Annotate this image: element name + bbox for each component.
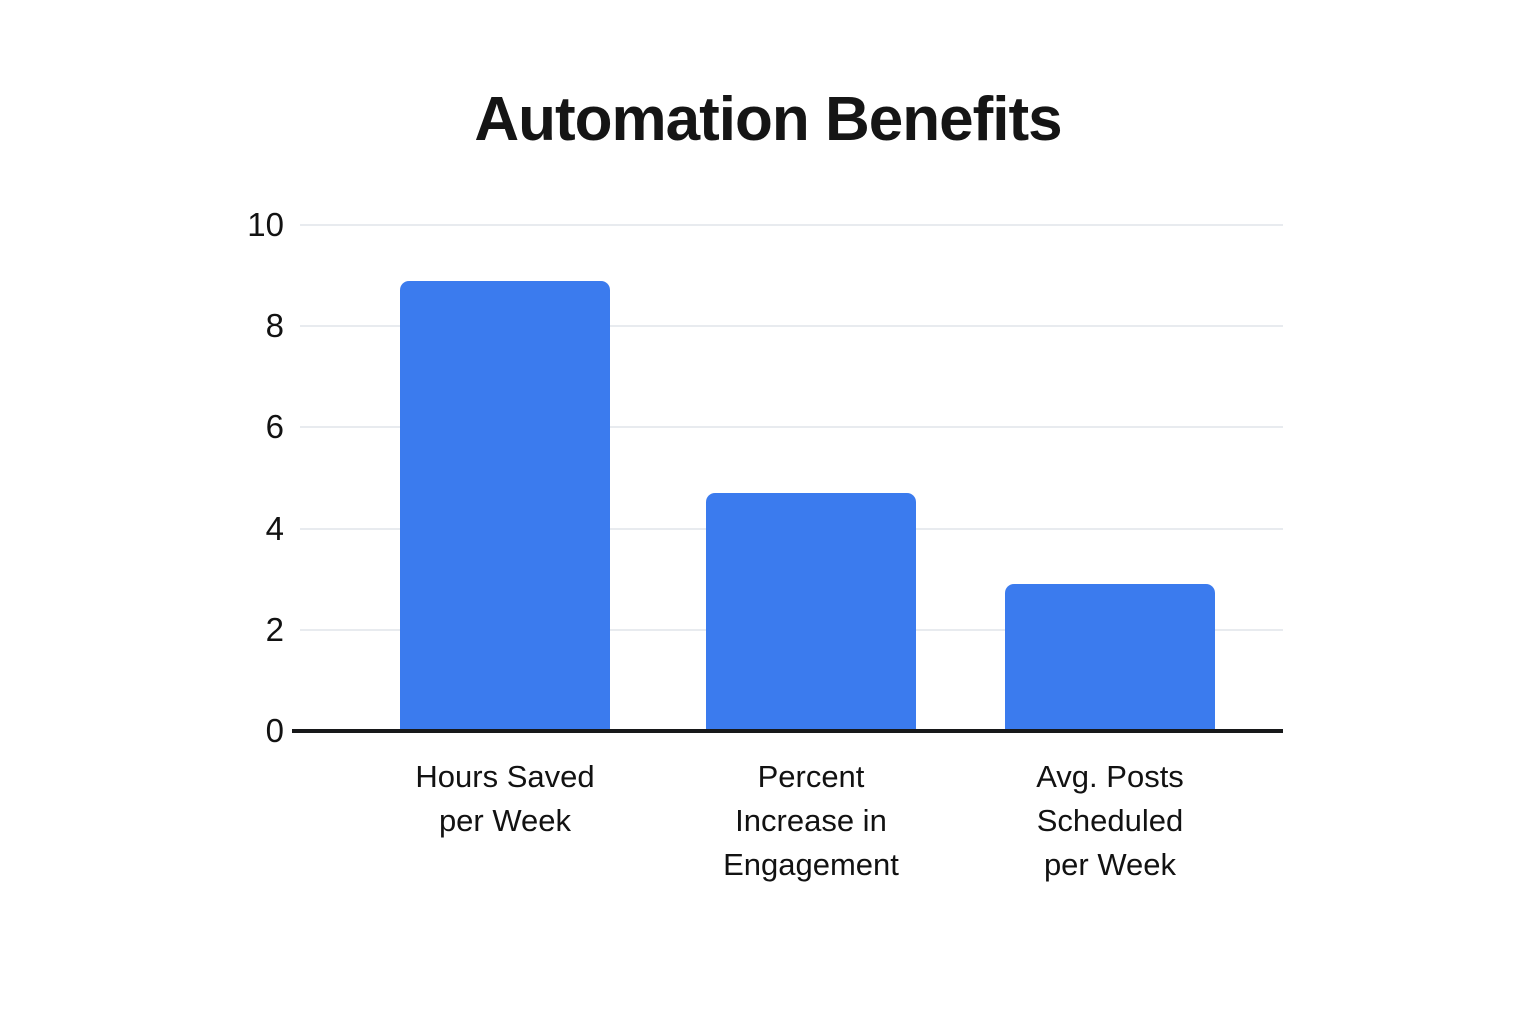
x-category-label: Hours Saved per Week (415, 759, 595, 838)
x-category-label: Percent Increase in Engagement (723, 759, 899, 882)
y-tick-label: 6 (265, 408, 284, 446)
y-tick-label: 2 (265, 610, 284, 648)
x-axis-line (292, 729, 1283, 733)
y-tick-label: 4 (265, 509, 284, 547)
y-tick-label: 8 (265, 307, 284, 345)
y-tick-label: 10 (247, 206, 284, 243)
bar (706, 493, 916, 731)
bar (400, 281, 610, 731)
chart-title: Automation Benefits (474, 85, 1062, 154)
y-tick-label: 0 (265, 712, 284, 749)
x-category-label: Avg. Posts Scheduled per Week (1036, 759, 1184, 882)
gridline (300, 325, 1283, 328)
plot-area (292, 224, 1283, 733)
bar (1005, 584, 1215, 731)
gridline (300, 426, 1283, 429)
gridline (300, 224, 1283, 226)
